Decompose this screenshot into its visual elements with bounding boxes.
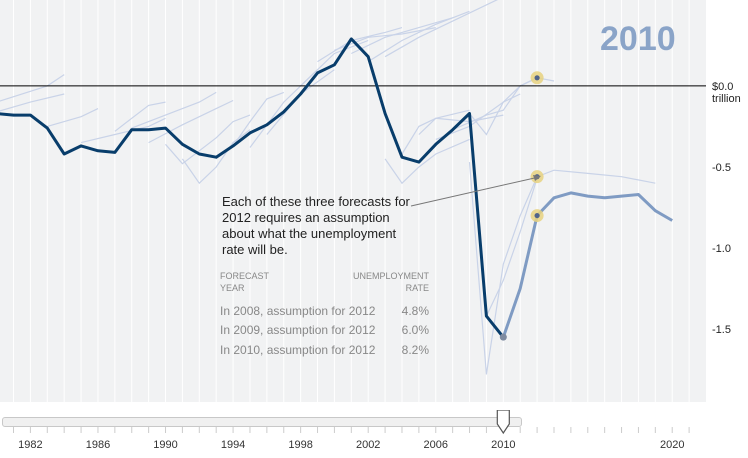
y-tick-label: $0.0 (712, 81, 733, 93)
past-forecast-line (47, 108, 99, 127)
vertical-gridlines (13, 0, 690, 402)
x-tick-label: 1998 (288, 439, 312, 451)
x-tick-label: 1990 (153, 439, 177, 451)
past-forecast-line (148, 99, 234, 144)
forecast-marker-dot (534, 75, 540, 81)
y-tick-label: -0.5 (712, 162, 731, 174)
table-row-label: In 2010, assumption for 2012 (220, 343, 376, 357)
plot-background (0, 0, 706, 402)
table-header-forecast-year: FORECAST YEAR (220, 271, 270, 293)
past-forecast-line (384, 0, 499, 58)
past-forecast-line (0, 93, 65, 112)
actual-end-dot (499, 333, 507, 341)
forecast-marker-dot (534, 212, 540, 219)
year-slider-track[interactable] (2, 417, 522, 427)
past-forecast-line (131, 91, 217, 129)
past-forecast-line (468, 162, 538, 375)
display-year: 2010 (600, 20, 676, 58)
past-forecast-lines (0, 0, 656, 375)
main-lines (0, 37, 673, 339)
past-forecast-line (367, 10, 470, 63)
forecast-markers (499, 71, 544, 341)
table-row-value: 8.2% (401, 343, 429, 357)
table-row-value: 6.0% (401, 323, 429, 337)
annotation-text: Each of these three forecasts for 2012 r… (222, 194, 410, 257)
y-tick-sublabel: trillion (712, 93, 741, 105)
year-slider (496, 410, 510, 435)
y-tick-label: -1.0 (712, 243, 731, 255)
x-tick-label: 2020 (660, 439, 684, 451)
x-tick-label: 1994 (221, 439, 245, 451)
projection-line (501, 191, 673, 338)
annotation-arrow (410, 176, 540, 207)
past-forecast-line (351, 17, 453, 55)
past-forecast-line (418, 114, 504, 135)
x-tick-label: 2002 (356, 439, 380, 451)
past-forecast-line (536, 169, 656, 184)
past-forecast-line (114, 101, 166, 132)
x-tick-label: 1982 (18, 439, 42, 451)
table-header-unemployment-rate: UNEMPLOYMENT RATE (352, 271, 429, 293)
table-row-value: 4.8% (401, 304, 429, 318)
annotation-arrowhead (533, 175, 541, 181)
actual-deficit-line (0, 37, 505, 339)
year-slider-handle[interactable] (496, 410, 510, 435)
past-forecast-line (232, 91, 285, 147)
past-forecast-line (384, 138, 470, 185)
x-tick-label: 2006 (424, 439, 448, 451)
past-forecast-line (334, 27, 436, 51)
x-tick-label: 2010 (491, 439, 515, 451)
x-axis: 1982 1986 1990 1994 1998 2002 2006 2010 2020 (13, 427, 690, 451)
x-tick-label: 1986 (86, 439, 110, 451)
past-forecast-line (401, 109, 470, 155)
past-forecast-line (485, 178, 538, 317)
table-row-label: In 2008, assumption for 2012 (220, 304, 376, 318)
table-row-label: In 2009, assumption for 2012 (220, 323, 376, 337)
past-forecast-line (165, 114, 251, 165)
y-tick-label: -1.5 (712, 324, 731, 336)
past-forecast-line (317, 27, 403, 63)
